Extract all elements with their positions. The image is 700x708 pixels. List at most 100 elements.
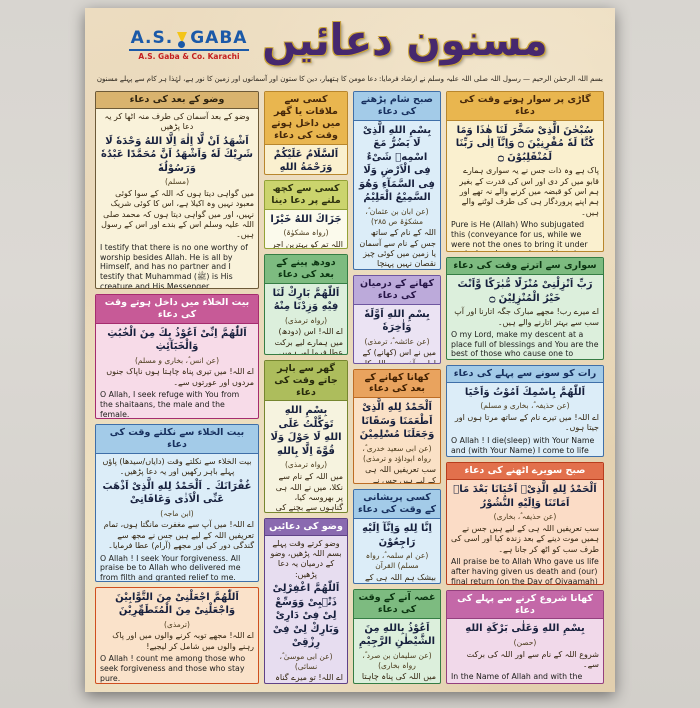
dua-box-body: اَلسَّلَامُ عَلَيْكُمْ وَرَحْمَةُ اللهِ … [265,145,347,174]
dua-urdu-translation: سب تعریفیں اللہ ہی کے لیے ہیں جس نے ہمیں… [365,465,436,484]
dua-urdu-translation: اے اللہ! میں آپ سے مغفرت مانگتا ہوں، تما… [103,520,254,551]
dua-box-body: سُبْحٰنَ الَّذِیْ سَخَّرَ لَنَا هٰذَا وَ… [447,121,603,252]
dua-column-1: وضو کے بعد کی دعاء وضو کے بعد آسمان کی ط… [95,91,259,684]
dua-box-title: صبح سویرے اٹھنے کی دعاء [447,463,603,481]
publisher-logo-text: A.S. GABA [129,28,249,51]
dua-box-title: کسی سے ملاقات یا گھر میں داخل ہوتے وقت ک… [265,92,347,145]
dua-urdu-instruction: وضو کے بعد آسمان کی طرف منہ اٹھا کر یہ د… [104,111,250,132]
dua-source-reference: (عن ابان بن عثمان ؓ، مشکوٰۃ ص ۲۸۵) [365,206,429,226]
dua-box-body: اَللّٰهُمَّ بَارِكْ لَنَا فِيْهِ وَزِدْن… [265,284,347,354]
dua-box-body: وضو کرتے وقت پہلے بسم اللہ پڑھیں، وضو کے… [265,536,347,683]
dua-source-reference: (عن سلیمان بن صرد ؓ، رواہ بخاری) [362,650,432,670]
dua-urdu-translation: اے اللہ! تو میرے گناہ بخش دے، میرے گھر م… [275,673,343,683]
dua-box-body: بِسْمِ اللهِ الَّذِیْ لَا يَضُرُّ مَعَ ا… [354,121,440,269]
dua-english-translation: O Allah, I seek refuge with You from the… [100,390,240,419]
dua-urdu-translation: شروع اللہ کے نام سے اور اللہ کی برکت سے۔ [466,649,599,670]
dua-box-body: بیت الخلاء سے نکلتے وقت (دایاں/سیدھا) پا… [96,454,258,581]
dua-box-title: دودھ پینے کے بعد کی دعاء [265,254,347,284]
dua-box-title: صبح شام پڑھنے کی دعاء [354,92,440,121]
dua-box-title: کھانے کے درمیان کی دعاء [354,275,440,305]
dua-box: کسی سے کچھ ملنے پر دعا دینا جَزَاكَ الله… [264,179,348,249]
dua-arabic-text: بِسْمِ اللهِ وَعَلٰى بَرْكَةِ اللهِ [465,623,585,635]
dua-box-title: رات کو سونے سے پہلے کی دعاء [447,365,603,383]
shuttlecock-icon [175,32,188,48]
dua-source-reference: (ابن ماجہ) [160,508,194,518]
dua-poster: A.S. GABA A.S. Gaba & Co. Karachi مسنون … [85,8,615,692]
dua-english-translation: I testify that there is no one worthy of… [100,242,248,288]
dua-box: کھانا کھانے کے بعد کی دعاء اَلْحَمْدُ لِ… [353,368,441,485]
dua-box-body: وضو کے بعد آسمان کی طرف منہ اٹھا کر یہ د… [96,109,258,288]
dua-box-body: اَلْحَمْدُ لِلهِ الَّذِیْ اَطْعَمَنَا وَ… [354,398,440,483]
dua-arabic-text: غُفْرَانَكَ ۔ اَلْحَمْدُ لِلهِ الَّذِیْ … [102,480,252,506]
dua-box: گھر سے باہر جاتے وقت کی دعاء بِسْمِ الله… [264,359,348,513]
dua-arabic-text: اَلْحَمْدُ لِلهِ الَّذِیْۤ اَحْيَانَا بَ… [453,484,597,509]
dua-source-reference: (مسلم) [164,177,190,187]
dua-source-reference: (عن عائشہ ؓ، ترمذی) [364,336,430,346]
dua-english-translation: In the Name of Allah and with the blessi… [451,672,583,683]
dua-arabic-text: اَلسَّلَامُ عَلَيْكُمْ وَرَحْمَةُ اللهِ [273,148,339,174]
dua-box-title: کسی پریشانی کے وقت کی دعاء [354,490,440,520]
dua-source-reference: (عن ام سلمہ ؓ، رواہ مسلم) القرآن [365,551,429,570]
dua-urdu-translation: میں گواہی دیتا ہوں کہ اللہ کے سوا کوئی م… [101,188,254,240]
dua-urdu-translation: میں اللہ کے نام سے نکلا، میں نے اللہ ہی … [275,472,343,512]
dua-box-title: کھانا شروع کرنے سے پہلے کی دعاء [447,590,603,620]
dua-urdu-translation: اے اللہ! میں تیری پناہ چاہتا ہوں ناپاک ج… [106,367,254,387]
dua-arabic-text: اَللّٰهُمَّ بَارِكْ لَنَا فِيْهِ وَزِدْن… [272,287,340,313]
dua-box: وضو کے بعد کی دعاء وضو کے بعد آسمان کی ط… [95,91,259,289]
dua-source-reference: (عن حذیفہ ؓ، بخاری و مسلم) [480,401,570,411]
dua-box-title: گاڑی پر سوار ہوتے وقت کی دعاء [447,92,603,121]
dua-arabic-text: اِنَّا لِلهِ وَاِنَّآ اِلَيْهِ رَاجِعُوْ… [362,523,432,548]
dua-box: کسی پریشانی کے وقت کی دعاء اِنَّا لِلهِ … [353,489,441,585]
dua-arabic-text: رَبِّ اَنْزِلْنِیْ مُنْزَلًا مُّبٰرَكًا … [457,279,593,304]
dua-english-translation: O Allah ! I die(sleep) with Your Name an… [451,435,595,457]
dua-box-title: غصہ آنے کے وقت کی دعاء [354,590,440,619]
dua-urdu-translation: سب تعریفیں اللہ ہی کے لیے ہیں جس نے ہمیں… [451,524,599,554]
dua-source-reference: (رواہ مشکوٰۃ) [283,228,329,238]
dua-box: کسی سے ملاقات یا گھر میں داخل ہوتے وقت ک… [264,91,348,175]
dua-box: وضو کی دعائیں وضو کرتے وقت پہلے بسم اللہ… [264,517,348,684]
dua-urdu-translation: میں نے اس (کھانے) کے اول و آخر میں اللہ … [362,348,436,362]
dua-arabic-text: سُبْحٰنَ الَّذِیْ سَخَّرَ لَنَا هٰذَا وَ… [455,124,595,163]
dua-arabic-text: اَشْهَدُ اَنْ لَّا اِلٰهَ اِلَّا اللهُ و… [100,135,254,174]
dua-source-reference: (عن ابی موسیٰ ؓ، نسائی) [279,651,333,671]
dua-urdu-translation: اللہ کے نام کے ساتھ جس کے نام سے آسمان ی… [359,228,436,269]
dua-box-body: رَبِّ اَنْزِلْنِیْ مُنْزَلًا مُّبٰرَكًا … [447,275,603,359]
dua-arabic-text: اَللّٰهُمَّ بِاسْمِكَ اَمُوْتُ وَاَحْيَا [464,386,586,398]
dua-box-title: بیت الخلاء سے نکلتے وقت کی دعاء [96,425,258,454]
dua-box: رات کو سونے سے پہلے کی دعاء اَللّٰهُمَّ … [446,364,604,458]
dua-source-reference: (رواہ ترمذی) [284,315,327,325]
dua-arabic-text: اَللّٰهُمَّ اجْعَلْنِیْ مِنَ التَّوَّابِ… [115,591,239,617]
dua-urdu-translation: اے میرے رب! مجھے مبارک جگہ اتارنا اور آپ… [454,307,599,327]
logo-text-left: A.S. [130,28,174,48]
dua-box: غصہ آنے کے وقت کی دعاء اَعُوْذُ بِاللهِ … [353,589,441,685]
dua-urdu-translation: اے اللہ! اس (دودھ) میں ہمارے لیے برکت عط… [274,327,343,354]
dua-urdu-translation: اللہ تم کو بہترین اجر عطا فرمائے۔ [271,239,343,248]
logo-text-right: GABA [190,28,248,48]
dua-box-body: اَللّٰهُمَّ اِنِّیْ اَعُوْذُ بِكَ مِنَ ا… [96,324,258,419]
dua-box-body: اَللّٰهُمَّ بِاسْمِكَ اَمُوْتُ وَاَحْيَا… [447,383,603,457]
dua-box: صبح شام پڑھنے کی دعاء بِسْمِ اللهِ الَّذ… [353,91,441,270]
dua-arabic-text: اَعُوْذُ بِاللهِ مِنَ الشَّيْطٰنِ الرَّج… [358,622,436,648]
publisher-logo: A.S. GABA A.S. Gaba & Co. Karachi [129,28,249,61]
dua-box-title: بیت الخلاء میں داخل ہوتے وقت کی دعاء [96,294,258,324]
dua-urdu-translation: بیشک ہم اللہ ہی کے لیے ہیں اور اسی کی طر… [365,572,436,584]
dua-arabic-text: بِسْمِ اللهِ تَوَكَّلْتُ عَلَى اللهِ لَا… [270,405,342,457]
dua-box-body: جَزَاكَ اللهُ خَيْرًا (رواہ مشکوٰۃ) اللہ… [265,210,347,248]
dua-arabic-text: جَزَاكَ اللهُ خَيْرًا [270,213,342,225]
dua-source-reference: (ترمذی) [164,619,190,629]
dua-box-title: وضو کے بعد کی دعاء [96,92,258,109]
dua-box-body: بِسْمِ اللهِ اَوَّلَهٗ وَاٰخِرَهٗ (عن عا… [354,305,440,363]
dua-grid: وضو کے بعد کی دعاء وضو کے بعد آسمان کی ط… [95,91,605,685]
dua-column-3: صبح شام پڑھنے کی دعاء بِسْمِ اللهِ الَّذ… [353,91,441,685]
dua-box-title: کسی سے کچھ ملنے پر دعا دینا [265,180,347,210]
dua-arabic-text: بِسْمِ اللهِ الَّذِیْ لَا يَضُرُّ مَعَ ا… [359,124,435,204]
dua-arabic-text: اَللّٰهُمَّ اغْفِرْلِیْ ذَنْۢبِیْ وَوَسِ… [272,583,340,649]
dua-box: گاڑی پر سوار ہوتے وقت کی دعاء سُبْحٰنَ ا… [446,91,604,253]
dua-urdu-translation: میں اللہ کی پناہ چاہتا ہوں شیطان مردود س… [361,672,436,683]
dua-english-translation: All praise be to Allah Who gave us life … [451,557,599,584]
dua-box-body: اَلْحَمْدُ لِلهِ الَّذِیْۤ اَحْيَانَا بَ… [447,480,603,583]
dua-urdu-translation: اے اللہ! میں تیرے نام کے ساتھ مرتا ہوں ا… [454,413,599,433]
dua-box: کھانے کے درمیان کی دعاء بِسْمِ اللهِ اَو… [353,274,441,364]
dua-urdu-instruction: وضو کرتے وقت پہلے بسم اللہ پڑھیں، وضو کے… [270,538,342,579]
dua-box-body: اِنَّا لِلهِ وَاِنَّآ اِلَيْهِ رَاجِعُوْ… [354,519,440,583]
